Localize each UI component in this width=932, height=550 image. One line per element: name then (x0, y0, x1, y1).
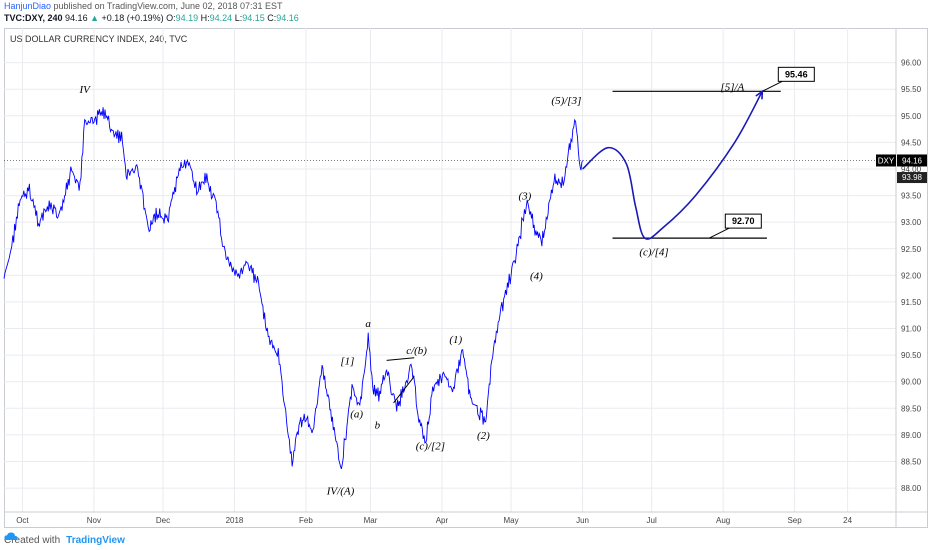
chart-title: US DOLLAR CURRENCY INDEX, 240, TVC (10, 34, 188, 44)
wave-label: IV/(A) (326, 486, 355, 498)
wave-label: [5]/A (720, 82, 744, 94)
prev-price-tag-label: 93.98 (902, 173, 923, 182)
y-tick-label: 93.00 (901, 218, 922, 227)
x-tick-label: 24 (843, 516, 852, 525)
low-label: L: (234, 13, 243, 23)
callout-label: 92.70 (732, 216, 755, 226)
y-tick-label: 90.00 (901, 378, 922, 387)
wave-label: a (365, 318, 371, 330)
y-tick-label: 92.50 (901, 245, 922, 254)
wave-label: [1] (340, 355, 354, 367)
x-tick-label: Dec (156, 516, 170, 525)
y-tick-label: 91.50 (901, 298, 922, 307)
callout-box (724, 213, 762, 229)
close-label: C: (267, 13, 277, 23)
callout-pointer (709, 227, 730, 239)
wedge-line (393, 376, 415, 404)
tradingview-cloud-icon (4, 532, 18, 540)
x-tick-label: May (504, 516, 519, 525)
close-value: 94.16 (276, 13, 299, 23)
wave-label: (a) (350, 409, 363, 421)
y-tick-label: 89.00 (901, 431, 922, 440)
projection-arrowhead (755, 89, 764, 100)
price-tags: DXY 94.16 93.98 (876, 154, 927, 184)
prev-price-tag-bg (897, 172, 927, 184)
symbol-name: TVC:DXY, 240 (4, 13, 63, 23)
symbol-line: TVC:DXY, 240 94.16 ▲ +0.18 (+0.19%) O:94… (4, 13, 299, 23)
wave-label: b (375, 419, 381, 431)
y-tick-label: 91.00 (901, 325, 922, 334)
price-line (3, 107, 583, 470)
low-value: 94.15 (242, 13, 265, 23)
wave-labels: IV IV/(A) a [1] (a) b c/(b) (c)/[2] (1) (2) (3) (4)… (78, 82, 744, 498)
symbol-tag-bg (876, 154, 896, 167)
x-tick-label: Oct (16, 516, 29, 525)
wave-label: (1) (449, 334, 462, 346)
high-value: 94.24 (209, 13, 233, 23)
last-price-tag-bg (897, 154, 927, 167)
wave-label: (4) (530, 270, 543, 282)
y-tick-label: 95.50 (901, 85, 922, 94)
price-change: +0.18 (+0.19%) (101, 13, 164, 23)
wave-label: c/(b) (406, 345, 427, 357)
axes: 96.00 95.50 95.00 94.50 94.00 93.50 93.00 92.50… (4, 28, 928, 528)
callout-box (777, 66, 815, 82)
projection-curve (581, 90, 764, 240)
author-link[interactable]: HanjunDiao (4, 1, 52, 11)
y-tick-label: 94.00 (901, 165, 922, 174)
trend-line (386, 357, 415, 361)
last-price-tag-label: 94.16 (902, 156, 923, 165)
wave-label: (c)/[2] (416, 441, 445, 453)
wave-label: IV (78, 84, 91, 96)
created-with-text: Created with (4, 534, 61, 546)
target-levels: 95.46 92.70 (4, 66, 896, 239)
open-label: O: (166, 13, 176, 23)
wave-label: (2) (477, 430, 490, 442)
wave-label: (5)/[3] (551, 95, 581, 107)
y-tick-label: 94.50 (901, 138, 922, 147)
x-tick-label: Apr (436, 516, 449, 525)
y-tick-label: 95.00 (901, 112, 922, 121)
x-tick-label: Sep (787, 516, 802, 525)
symbol-tag-label: DXY (878, 156, 895, 165)
y-tick-label: 93.50 (901, 192, 922, 201)
x-tick-label: Jun (576, 516, 589, 525)
series-layer (3, 107, 583, 470)
projection-layer (581, 89, 764, 240)
tradingview-logo[interactable]: TradingView (66, 534, 125, 546)
wave-label: (c)/[4] (639, 246, 668, 258)
x-tick-label: Aug (716, 516, 730, 525)
wave-label: (3) (518, 191, 531, 203)
x-tick-label: Feb (299, 516, 313, 525)
y-tick-label: 90.50 (901, 351, 922, 360)
y-tick-label: 89.50 (901, 404, 922, 413)
footer: Created with TradingView (4, 531, 125, 549)
x-tick-label: Jul (647, 516, 657, 525)
y-tick-label: 92.00 (901, 271, 922, 280)
x-tick-label: Mar (364, 516, 378, 525)
last-price: 94.16 (65, 13, 88, 23)
publish-line: HanjunDiao published on TradingView.com,… (4, 1, 283, 11)
change-arrow-icon: ▲ (90, 13, 100, 23)
published-text: published on TradingView.com, June 02, 2… (51, 1, 283, 11)
y-tick-label: 96.00 (901, 59, 922, 68)
high-label: H: (200, 13, 210, 23)
grid (4, 28, 896, 512)
x-tick-label: 2018 (226, 516, 244, 525)
y-tick-label: 88.50 (901, 457, 922, 466)
x-tick-label: Nov (87, 516, 101, 525)
open-value: 94.19 (175, 13, 199, 23)
callout-label: 95.46 (785, 69, 808, 79)
y-tick-label: 88.00 (901, 484, 922, 493)
callout-pointer (762, 80, 783, 92)
